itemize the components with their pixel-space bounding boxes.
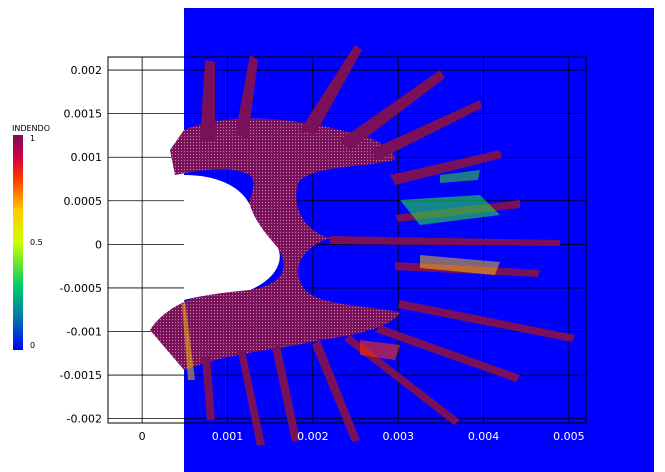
x-tick-label: 0.005 [553,430,585,443]
y-tick-label: 0 [95,238,102,251]
y-tick-label: 0.0005 [64,195,103,208]
x-axis-ticks: 0 0.001 0.002 0.003 0.004 0.005 [139,430,585,443]
y-tick-label: 0.0015 [64,108,103,121]
x-tick-label: 0.001 [212,430,244,443]
y-tick-label: -0.002 [67,413,102,426]
colorbar-title: INDENDO [12,124,50,133]
penetration-crater [150,45,575,446]
crater-cavity [184,175,280,300]
colorbar-tick-min: 0 [30,341,35,350]
colorbar-tick-max: 1 [30,134,35,143]
colorbar: INDENDO 1 0.5 0 [12,124,50,350]
y-axis-ticks: 0.002 0.0015 0.001 0.0005 0 -0.0005 -0.001 -0.0… [60,64,102,426]
colorbar-tick-mid: 0.5 [30,238,43,247]
y-tick-label: -0.0015 [60,369,102,382]
y-tick-label: -0.001 [67,326,102,339]
x-tick-label: 0 [139,430,146,443]
colorbar-gradient [13,135,23,350]
x-tick-label: 0.004 [468,430,500,443]
crater-body [150,118,400,370]
x-tick-label: 0.002 [297,430,329,443]
y-tick-label: -0.0005 [60,282,102,295]
x-tick-label: 0.003 [382,430,414,443]
y-tick-label: 0.001 [71,151,103,164]
y-tick-label: 0.002 [71,64,103,77]
